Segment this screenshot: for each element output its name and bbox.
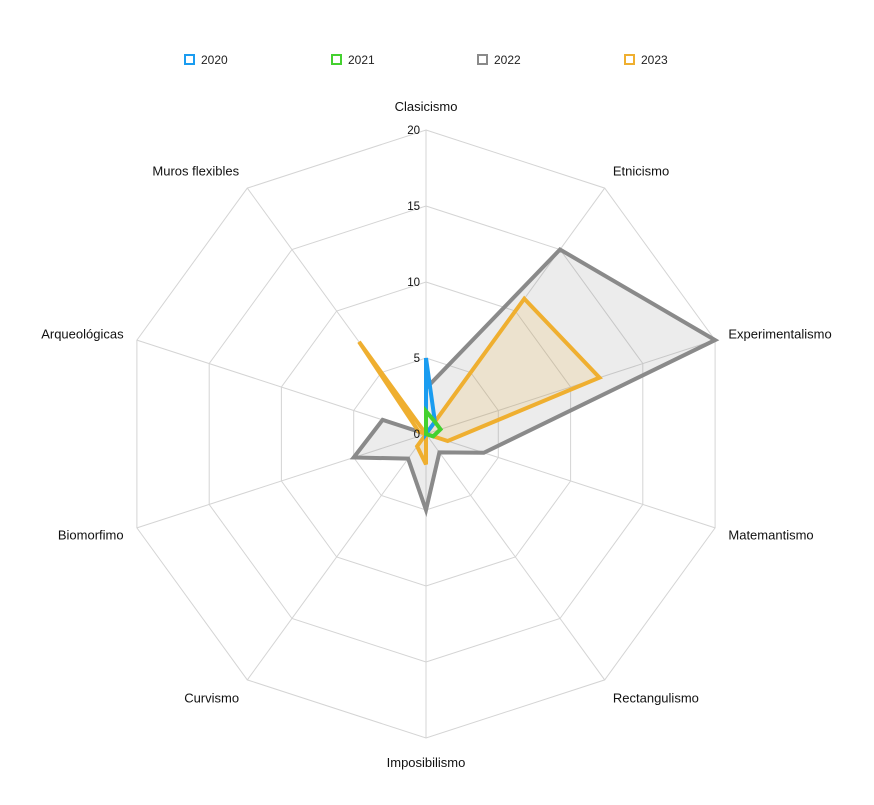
legend-label: 2020 xyxy=(201,53,228,67)
radial-tick-labels: 0 5 10 15 20 xyxy=(407,125,420,441)
legend-label: 2021 xyxy=(348,53,375,67)
grid-spoke xyxy=(136,339,427,435)
legend-item-2021[interactable]: 2021 xyxy=(331,53,375,67)
radial-tick-label: 0 xyxy=(414,429,420,441)
legend-swatch xyxy=(477,54,488,65)
axis-labels: Clasicismo Etnicismo Experimentalismo Matem… xyxy=(41,99,832,770)
legend-swatch xyxy=(184,54,195,65)
series-2022-polygon xyxy=(349,246,720,518)
series-2020-polygon xyxy=(424,357,437,441)
legend-label: 2023 xyxy=(641,53,668,67)
radar-series xyxy=(349,246,720,518)
radial-tick-label: 5 xyxy=(414,353,420,365)
axis-label: Etnicismo xyxy=(613,163,669,178)
axis-label: Muros flexibles xyxy=(152,163,239,178)
radial-tick-label: 10 xyxy=(407,277,420,289)
legend-item-2023[interactable]: 2023 xyxy=(624,53,668,67)
grid-spoke xyxy=(246,433,427,681)
grid-spoke xyxy=(425,433,716,529)
axis-label: Imposibilismo xyxy=(387,755,466,770)
grid-spoke xyxy=(425,433,606,681)
grid-spoke xyxy=(136,433,427,529)
legend-swatch xyxy=(331,54,342,65)
series-2021-polygon xyxy=(424,405,444,439)
axis-label: Curvismo xyxy=(184,691,239,706)
axis-label: Arqueológicas xyxy=(41,326,124,341)
grid-spoke xyxy=(425,339,716,435)
radial-tick-label: 20 xyxy=(407,125,420,137)
legend-item-2022[interactable]: 2022 xyxy=(477,53,521,67)
radial-tick-label: 15 xyxy=(407,201,420,213)
legend-item-2020[interactable]: 2020 xyxy=(184,53,228,67)
series-2023-polygon xyxy=(357,295,603,466)
axis-label: Clasicismo xyxy=(395,99,458,114)
legend-label: 2022 xyxy=(494,53,521,67)
axis-label: Experimentalismo xyxy=(728,326,831,341)
axis-label: Biomorfimo xyxy=(58,528,124,543)
axis-label: Rectangulismo xyxy=(613,691,699,706)
legend: 2020 2021 2022 2023 xyxy=(184,53,668,67)
axis-label: Matemantismo xyxy=(728,528,813,543)
legend-swatch xyxy=(624,54,635,65)
